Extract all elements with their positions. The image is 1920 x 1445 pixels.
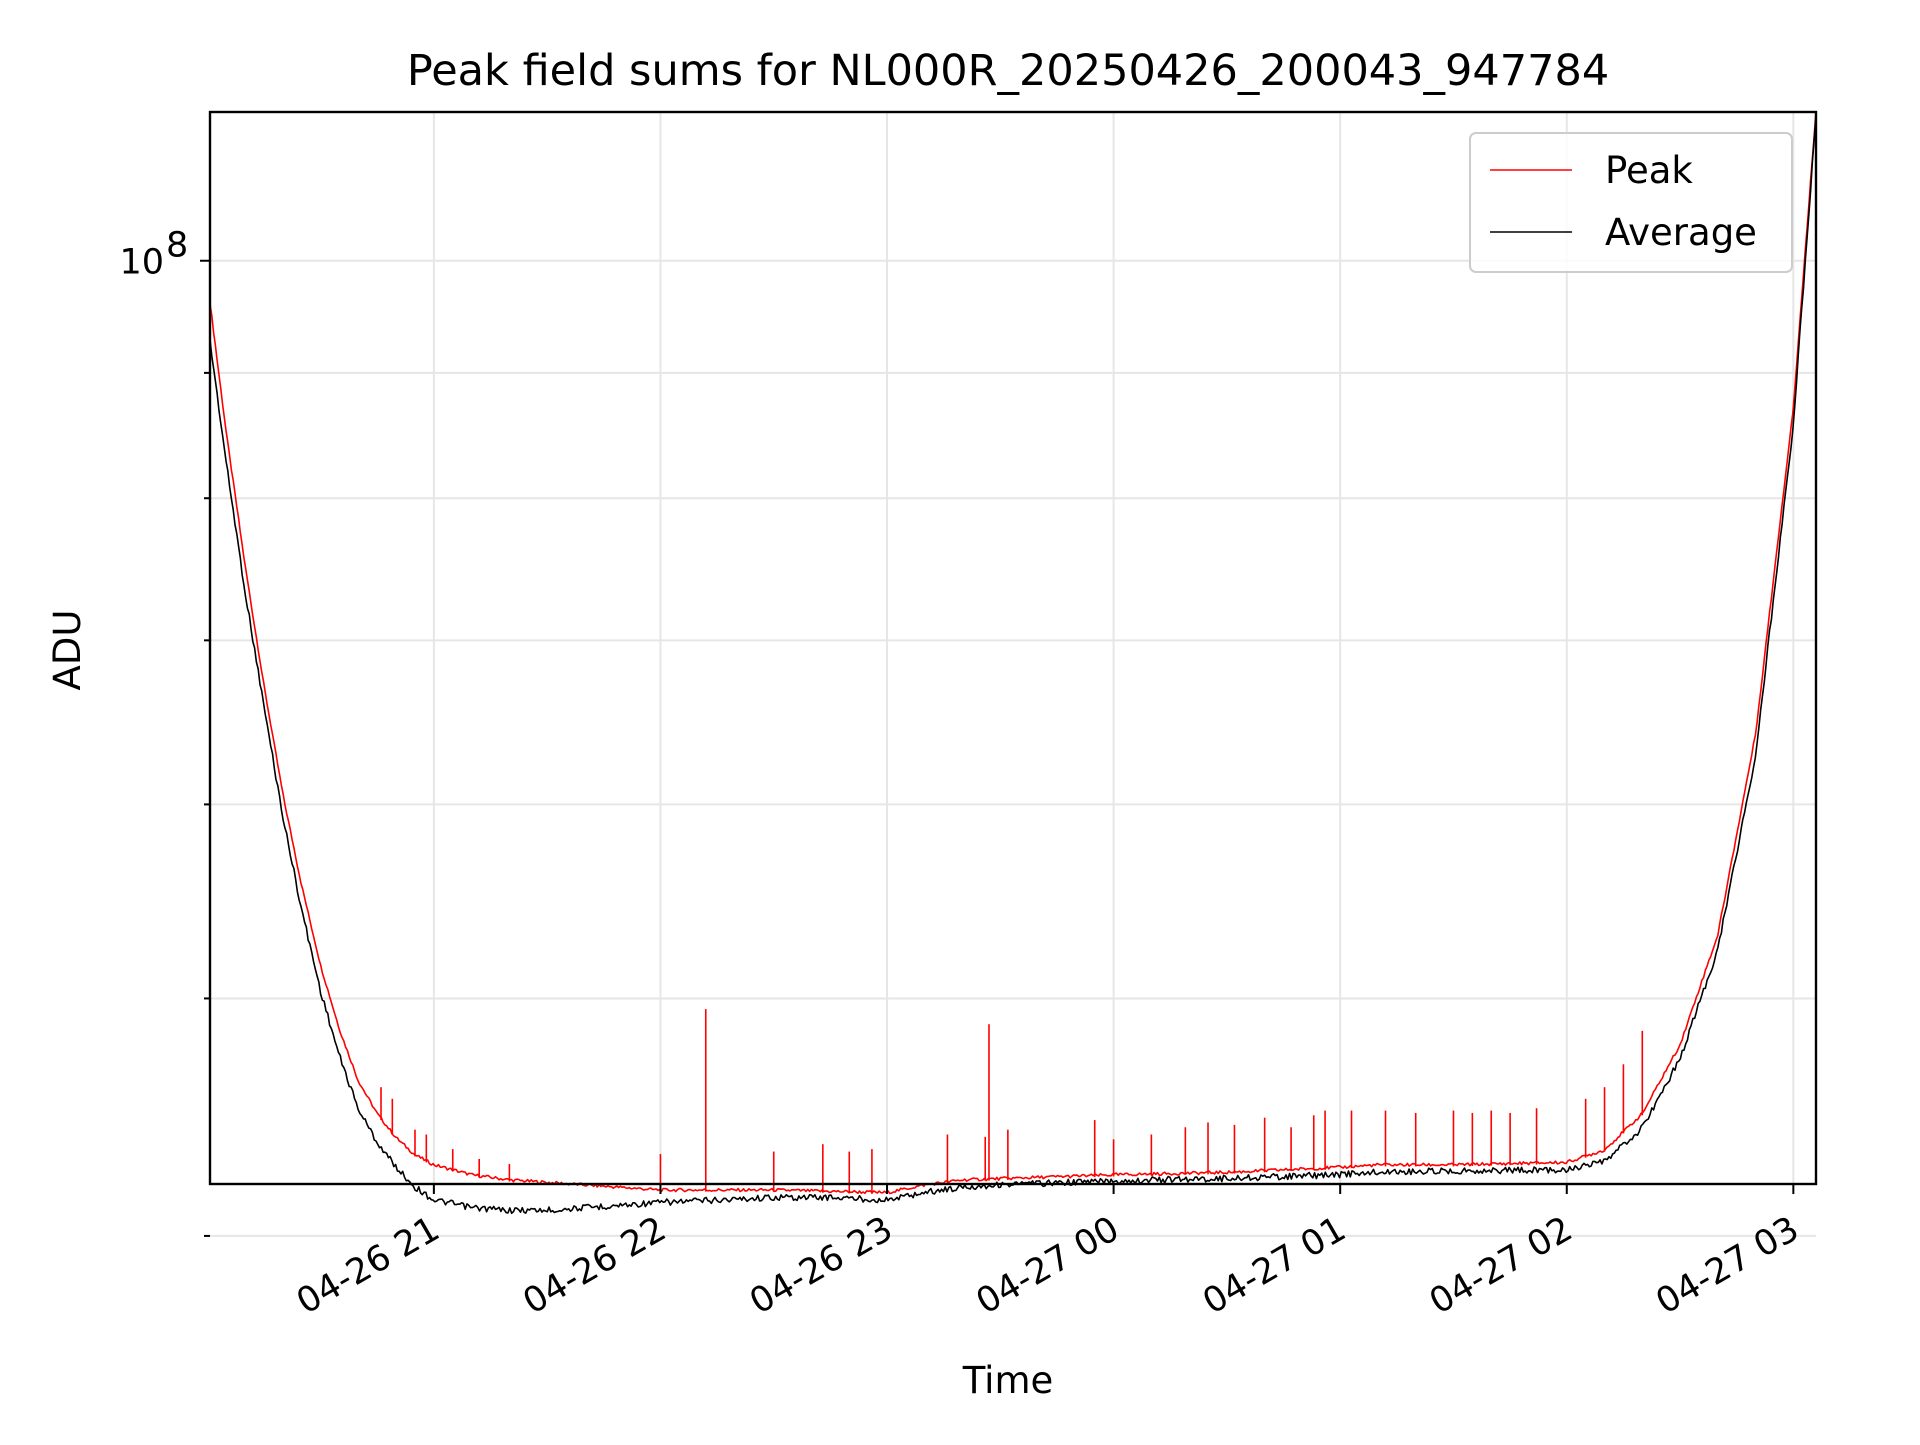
legend-label-peak: Peak [1605, 149, 1693, 192]
series-line-average [209, 116, 1817, 1215]
y-axis-label: ADU [46, 610, 89, 691]
series-lines [209, 111, 1817, 1215]
y-tick-label-exponent: 8 [166, 226, 188, 266]
legend: Peak Average [1469, 132, 1793, 273]
grid-lines [210, 112, 1816, 1237]
axes: 04-26 21 04-26 22 04-26 23 04-27 00 04-27 01… [119, 110, 1818, 1322]
x-tick-label: 04-26 22 [517, 1209, 673, 1322]
x-axis-label: Time [962, 1359, 1054, 1402]
series-line-peak [209, 111, 1817, 1195]
x-tick-label: 04-27 00 [970, 1209, 1126, 1322]
x-tick-label: 04-26 23 [743, 1209, 899, 1322]
x-tick-label: 04-27 01 [1196, 1209, 1352, 1322]
y-tick-label-base: 10 [119, 243, 164, 283]
x-tick-label: 04-27 03 [1650, 1209, 1806, 1322]
x-tick-label: 04-27 02 [1423, 1209, 1579, 1322]
legend-label-average: Average [1605, 211, 1757, 254]
x-tick-label: 04-26 21 [290, 1209, 446, 1322]
plot-frame [208, 110, 1818, 1186]
chart-title: Peak field sums for NL000R_20250426_2000… [407, 46, 1609, 96]
legend-box [1469, 132, 1793, 273]
